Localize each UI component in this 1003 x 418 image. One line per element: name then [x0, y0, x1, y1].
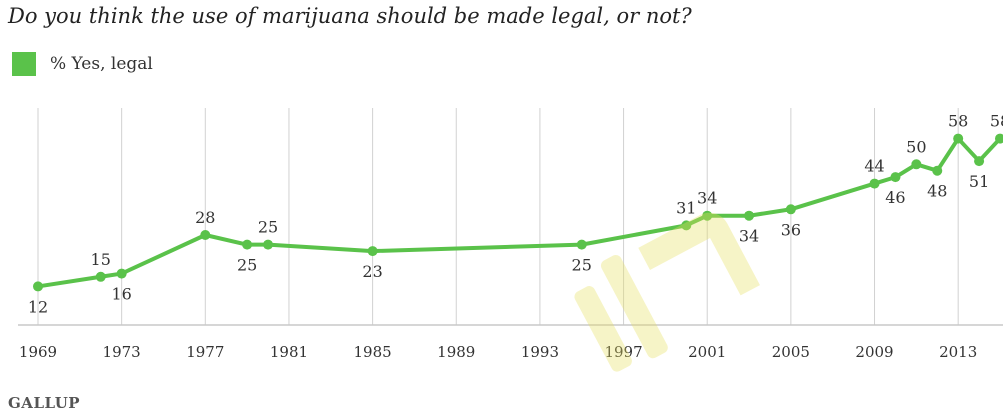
x-tick-label: 2013 — [939, 343, 977, 361]
data-label: 16 — [111, 285, 131, 304]
data-label: 25 — [258, 218, 278, 237]
x-tick-label: 1993 — [521, 343, 559, 361]
data-label: 25 — [237, 256, 257, 275]
x-tick-label: 2005 — [772, 343, 810, 361]
data-point — [576, 239, 587, 250]
data-label: 44 — [864, 157, 884, 176]
data-point — [242, 239, 253, 250]
data-label: 48 — [927, 182, 947, 201]
data-label: 12 — [28, 297, 48, 316]
grid-lines — [37, 108, 959, 325]
data-label: 58 — [990, 112, 1003, 131]
data-point — [116, 268, 127, 279]
x-tick-label: 1985 — [354, 343, 392, 361]
x-tick-label: 2001 — [688, 343, 726, 361]
data-label: 46 — [885, 188, 905, 207]
data-point — [869, 178, 880, 189]
legend-label: % Yes, legal — [50, 54, 153, 74]
data-point — [681, 220, 692, 231]
series-line — [37, 136, 1002, 289]
data-point — [995, 133, 1003, 144]
data-label: 34 — [739, 227, 759, 246]
legend: % Yes, legal — [12, 52, 153, 76]
data-point — [702, 210, 713, 221]
data-point — [33, 281, 43, 292]
legend-swatch — [12, 52, 36, 76]
data-label: 34 — [697, 189, 717, 208]
data-labels: 12151628252523253134343644465048585158 — [28, 112, 1003, 317]
data-point — [974, 156, 985, 167]
chart-title: Do you think the use of marijuana should… — [8, 4, 692, 28]
data-label: 28 — [195, 208, 215, 227]
data-label: 51 — [969, 172, 989, 191]
data-label: 50 — [906, 137, 926, 156]
x-tick-label: 2009 — [855, 343, 893, 361]
data-label: 31 — [676, 198, 696, 217]
data-point — [911, 159, 922, 170]
data-point — [890, 172, 901, 183]
data-point — [744, 210, 755, 221]
data-point — [785, 204, 796, 215]
data-label: 25 — [572, 256, 592, 275]
x-tick-label: 1981 — [270, 343, 308, 361]
data-label: 58 — [948, 112, 968, 131]
data-point — [263, 239, 274, 250]
data-point — [367, 246, 378, 257]
data-point — [932, 165, 943, 176]
data-point — [95, 271, 106, 282]
data-label: 36 — [781, 220, 801, 239]
x-tick-label: 1997 — [604, 343, 642, 361]
x-tick-labels: 1969 1973 1977 1981 1985 1989 1993 1997 2001 2005… — [19, 343, 977, 361]
x-tick-label: 1989 — [437, 343, 475, 361]
series-yes-legal — [33, 133, 1003, 292]
x-tick-label: 1969 — [19, 343, 57, 361]
data-point — [200, 230, 211, 240]
data-label: 23 — [362, 262, 382, 281]
data-point — [953, 133, 964, 144]
x-tick-label: 1973 — [103, 343, 141, 361]
x-tick-label: 1977 — [186, 343, 224, 361]
data-label: 15 — [91, 250, 111, 269]
gallup-logo: GALLUP — [8, 394, 81, 412]
